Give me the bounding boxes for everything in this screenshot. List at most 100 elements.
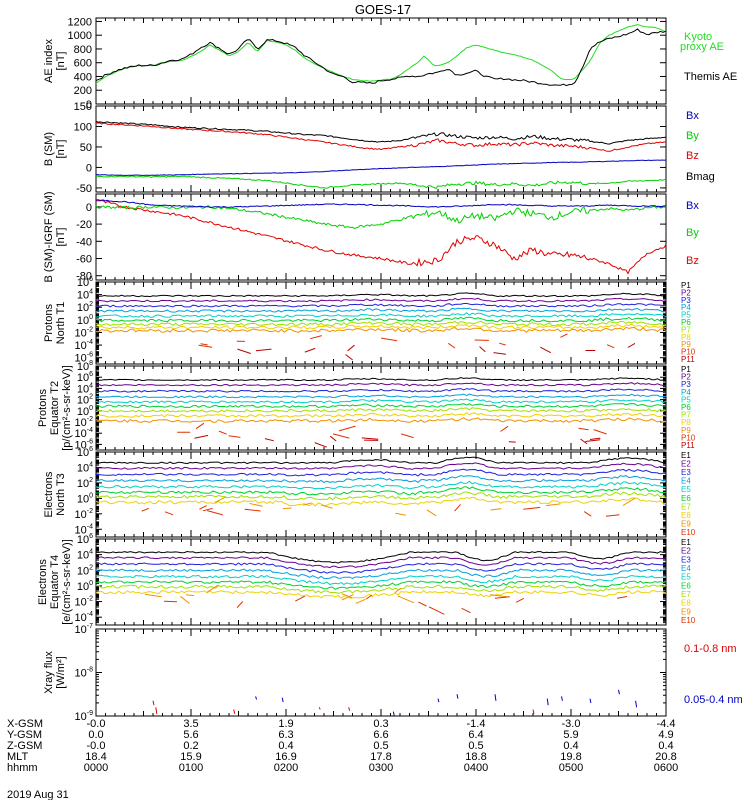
axis-value: 4.9 [658, 729, 673, 741]
series-line-p4 [95, 307, 667, 313]
flux-segment-p10 [400, 433, 414, 439]
legend-label-p5: P5 [681, 311, 691, 320]
axis-value: 0100 [179, 762, 203, 774]
legend-label-by: By [686, 227, 699, 239]
series-line-by [95, 205, 667, 230]
flux-segment-p10 [499, 342, 506, 346]
axis-value: 0.4 [278, 740, 293, 752]
legend-label-p11: P11 [681, 441, 695, 450]
y-tick-label: 600 [74, 58, 92, 70]
axis-row-label-z-gsm: Z-GSM [7, 740, 42, 752]
axis-value: 0.2 [183, 740, 198, 752]
axis-row-label-x-gsm: X-GSM [7, 718, 43, 730]
flux-segment-e10 [523, 506, 541, 510]
flux-segment-e10 [207, 510, 223, 516]
y-tick-label: -40 [76, 236, 92, 248]
axis-value: 0400 [464, 762, 488, 774]
axis-value: 1.9 [278, 718, 293, 730]
y-tick-label: 800 [74, 44, 92, 56]
y-tick-label: 104 [77, 382, 93, 395]
flux-segment-p10 [218, 430, 227, 435]
plot-title: GOES-17 [355, 2, 411, 17]
legend-label-kyoto-2: proxy AE [680, 41, 724, 53]
y-tick-label: 106 [77, 533, 93, 546]
flux-segment-e10 [428, 606, 445, 615]
panel-frame [95, 365, 667, 451]
series-line-by [95, 175, 667, 190]
flux-segment-e9 [545, 503, 561, 507]
xray-segment [318, 707, 321, 710]
legend-label-p1: P1 [681, 281, 691, 290]
flux-segment-p10 [338, 425, 356, 432]
flux-segment-e9 [341, 593, 354, 601]
y-tick-label: -20 [76, 219, 92, 231]
axis-value: -4.4 [657, 718, 676, 730]
y-axis-label: B (SM) [43, 132, 55, 166]
series-line-themis-ae [95, 28, 667, 87]
y-axis-label: [nT] [55, 52, 67, 71]
axis-value: 6.3 [278, 729, 293, 741]
legend-label-p3: P3 [681, 380, 691, 389]
legend-label-bx: Bx [686, 200, 699, 212]
y-tick-label: 102 [77, 301, 93, 314]
axis-value: -1.4 [467, 718, 486, 730]
flux-segment-e10 [236, 601, 244, 609]
flux-segment-p11 [585, 439, 601, 442]
flux-segment-e9 [180, 595, 190, 604]
y-tick-label: 10-4 [75, 339, 94, 352]
axis-value: 0000 [84, 762, 108, 774]
panel-frame [95, 538, 667, 626]
flux-segment-e9 [341, 593, 353, 599]
legend-label-themis: Themis AE [684, 71, 737, 83]
y-tick-label: 200 [74, 85, 92, 97]
xray-segment [233, 709, 236, 714]
flux-segment-e10 [583, 511, 592, 517]
y-tick-label: 106 [77, 276, 93, 289]
flux-segment-p11 [589, 437, 601, 440]
series-line-bx [95, 199, 667, 208]
flux-segment-e10 [365, 594, 373, 600]
y-axis-label: [W/m²] [55, 656, 67, 688]
axis-value: 0200 [274, 762, 298, 774]
xray-segment [494, 694, 497, 701]
xray-segment [392, 711, 395, 717]
y-tick-label: 10-2 [75, 596, 94, 609]
y-tick-label: 10-8 [75, 667, 94, 680]
y-tick-label: 100 [74, 121, 92, 133]
legend-label-e2: E2 [681, 547, 691, 556]
legend-label-e9: E9 [681, 519, 691, 528]
legend-label-p7: P7 [681, 325, 691, 334]
xray-segment [152, 700, 155, 706]
y-tick-label: 104 [77, 549, 93, 562]
axis-row-label-hhmm: hhmm [7, 762, 38, 774]
axis-value: -0.0 [87, 740, 106, 752]
xray-segment [589, 698, 592, 704]
y-tick-label: 50 [80, 142, 92, 154]
legend-label-p6: P6 [681, 318, 691, 327]
series-line-p2 [95, 382, 667, 387]
flux-segment-e9 [321, 504, 333, 509]
series-line-p8 [95, 323, 667, 330]
y-tick-label: -80 [76, 271, 92, 283]
flux-segment-e10 [199, 505, 207, 510]
series-line-e6 [95, 580, 667, 590]
legend-label-e6: E6 [681, 494, 691, 503]
date-label: 2019 Aug 31 [7, 789, 69, 800]
y-axis-label: [p/(cm²-s-sr-keV)] [61, 365, 73, 451]
y-tick-label: 1200 [68, 16, 92, 28]
series-line-p3 [95, 302, 667, 308]
y-tick-label: 0 [86, 162, 92, 174]
axis-value: 20.8 [655, 751, 676, 763]
series-line-p1 [96, 292, 667, 298]
legend-label-e9: E9 [681, 607, 691, 616]
flux-segment-p11 [264, 438, 274, 442]
y-tick-label: 102 [77, 564, 93, 577]
flux-segment-e10 [605, 514, 620, 517]
axis-value: 0.5 [468, 740, 483, 752]
y-tick-label: 106 [77, 371, 93, 384]
flux-segment-p10 [606, 344, 615, 349]
